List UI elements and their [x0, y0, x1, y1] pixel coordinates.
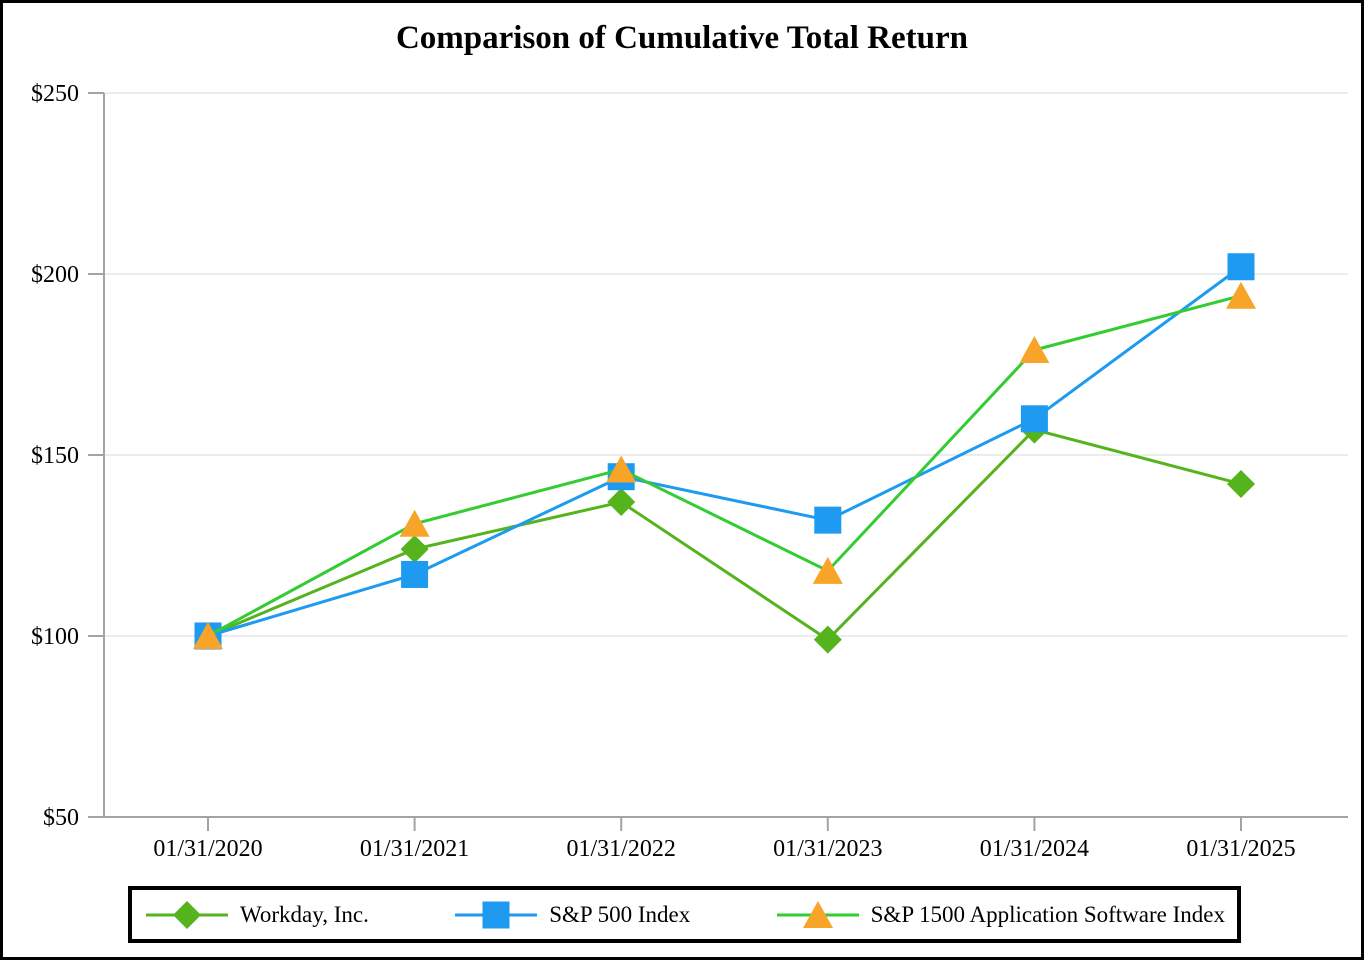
series-line-s-p-1500-application-software-index: [207, 294, 1242, 638]
marker-workday-inc: [813, 625, 842, 654]
marker-workday-inc: [607, 488, 636, 517]
legend-marker-s-p-500-index: [482, 901, 510, 928]
marker-s-p-1500-application-software-index: [1019, 336, 1050, 364]
workday-diamond-icon: [146, 900, 228, 929]
marker-s-p-500-index: [1227, 253, 1255, 281]
legend-item-sp1500-software: S&P 1500 Application Software Index: [775, 895, 1225, 935]
marker-workday-inc: [400, 535, 429, 564]
chart-title: Comparison of Cumulative Total Return: [395, 20, 969, 56]
legend-item-workday: Workday, Inc.: [144, 895, 369, 935]
x-tick-label: 01/31/2020: [153, 836, 262, 862]
marker-s-p-1500-application-software-index: [812, 556, 843, 584]
x-tick-label: 01/31/2024: [980, 836, 1089, 862]
legend-marker-workday-inc: [173, 900, 201, 929]
legend-label-sp500: S&P 500 Index: [549, 901, 691, 927]
marker-s-p-500-index: [1020, 405, 1048, 433]
marker-s-p-1500-application-software-index: [399, 509, 430, 537]
y-tick-label: $200: [31, 262, 79, 288]
y-tick-label: $250: [31, 81, 79, 107]
x-tick-label: 01/31/2025: [1186, 836, 1295, 862]
marker-s-p-500-index: [814, 506, 842, 534]
plot-area: $50 $100 $150 $200 $250 01/31/2020 01/31/2021 0…: [31, 81, 1348, 862]
marker-s-p-500-index: [401, 560, 429, 588]
marker-s-p-1500-application-software-index: [606, 455, 637, 483]
y-tick-label: $100: [31, 624, 79, 650]
y-tick-label: $150: [31, 443, 79, 469]
marker-s-p-1500-application-software-index: [1226, 281, 1256, 309]
sp500-square-icon: [455, 901, 538, 928]
legend-marker-s-p-1500-application-software-index: [802, 900, 833, 928]
legend-label-sp1500-software: S&P 1500 Application Software Index: [870, 901, 1225, 927]
series-line-s-p-500-index: [207, 265, 1242, 638]
marker-s-p-1500-application-software-index: [193, 622, 223, 649]
x-tick-label: 01/31/2021: [360, 836, 469, 862]
legend-label-workday: Workday, Inc.: [240, 901, 369, 927]
x-tick-label: 01/31/2022: [567, 836, 676, 862]
x-tick-label: 01/31/2023: [773, 836, 882, 862]
sp1500-triangle-icon: [776, 900, 859, 928]
marker-workday-inc: [1227, 469, 1255, 498]
legend-item-sp500: S&P 500 Index: [453, 895, 690, 935]
series-line-workday-inc: [207, 427, 1242, 642]
y-tick-label: $50: [43, 805, 79, 831]
legend: Workday, Inc. S&P 500 Index S&P 1500 App…: [128, 886, 1241, 943]
